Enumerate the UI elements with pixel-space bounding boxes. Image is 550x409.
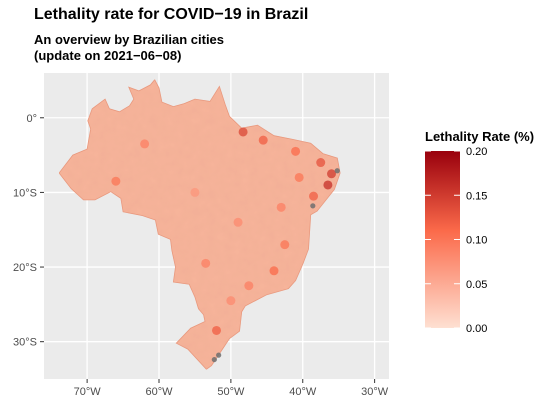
x-tick-label: 70°W <box>74 386 102 398</box>
legend-tick-label: 0.05 <box>466 279 487 291</box>
municipality-hotspot <box>201 258 211 268</box>
municipality-hotspot <box>238 127 248 137</box>
legend-tick-label: 0.10 <box>466 235 487 247</box>
missing-data-area <box>310 203 316 209</box>
chart-title: Lethality rate for COVID−19 in Brazil <box>34 6 309 23</box>
municipality-hotspot <box>276 202 286 212</box>
chart-update-note: (update on 2021−06−08) <box>34 48 182 63</box>
y-axis: 0° 10°S 20°S 30°S <box>13 113 44 349</box>
x-tick-label: 50°W <box>217 386 245 398</box>
y-tick-label: 10°S <box>13 187 37 199</box>
municipality-hotspot <box>233 217 243 227</box>
municipality-hotspot <box>140 139 150 149</box>
x-axis: 70°W 60°W 50°W 40°W 30°W <box>74 379 389 398</box>
municipality-hotspot <box>258 135 268 145</box>
brazil-outline <box>58 78 341 370</box>
municipality-hotspot <box>111 176 121 186</box>
municipality-hotspot <box>323 180 333 190</box>
municipality-hotspot <box>316 158 326 168</box>
legend-ticks: 0.00 0.05 0.10 0.15 0.20 <box>425 146 487 335</box>
legend-title: Lethality Rate (%) <box>425 129 534 144</box>
municipality-hotspot <box>269 266 279 276</box>
legend-tick-label: 0.15 <box>466 190 487 202</box>
chart-subtitle: An overview by Brazilian cities <box>34 32 225 47</box>
municipality-hotspot <box>294 172 304 182</box>
municipality-hotspot <box>212 325 221 335</box>
municipality-hotspot <box>280 240 290 250</box>
missing-data-area <box>216 352 222 358</box>
x-tick-label: 60°W <box>145 386 173 398</box>
missing-data-area <box>334 168 340 174</box>
missing-data-area <box>211 356 217 363</box>
municipality-hotspot <box>244 281 254 291</box>
y-tick-label: 20°S <box>13 262 37 274</box>
legend-tick-label: 0.00 <box>466 323 487 335</box>
municipality-hotspot <box>226 296 236 306</box>
municipality-hotspot <box>309 191 319 201</box>
brazil-map <box>58 78 341 370</box>
y-tick-label: 0° <box>26 113 37 125</box>
legend-tick-label: 0.20 <box>466 146 487 158</box>
municipality-hotspot <box>190 187 200 197</box>
municipality-hotspot <box>327 169 336 179</box>
legend: Lethality Rate (%) 0.00 0.05 0.10 0.15 0.20 <box>425 129 534 335</box>
x-tick-label: 30°W <box>361 386 389 398</box>
municipality-hotspot <box>291 146 301 156</box>
x-tick-label: 40°W <box>289 386 317 398</box>
y-tick-label: 30°S <box>13 337 37 349</box>
